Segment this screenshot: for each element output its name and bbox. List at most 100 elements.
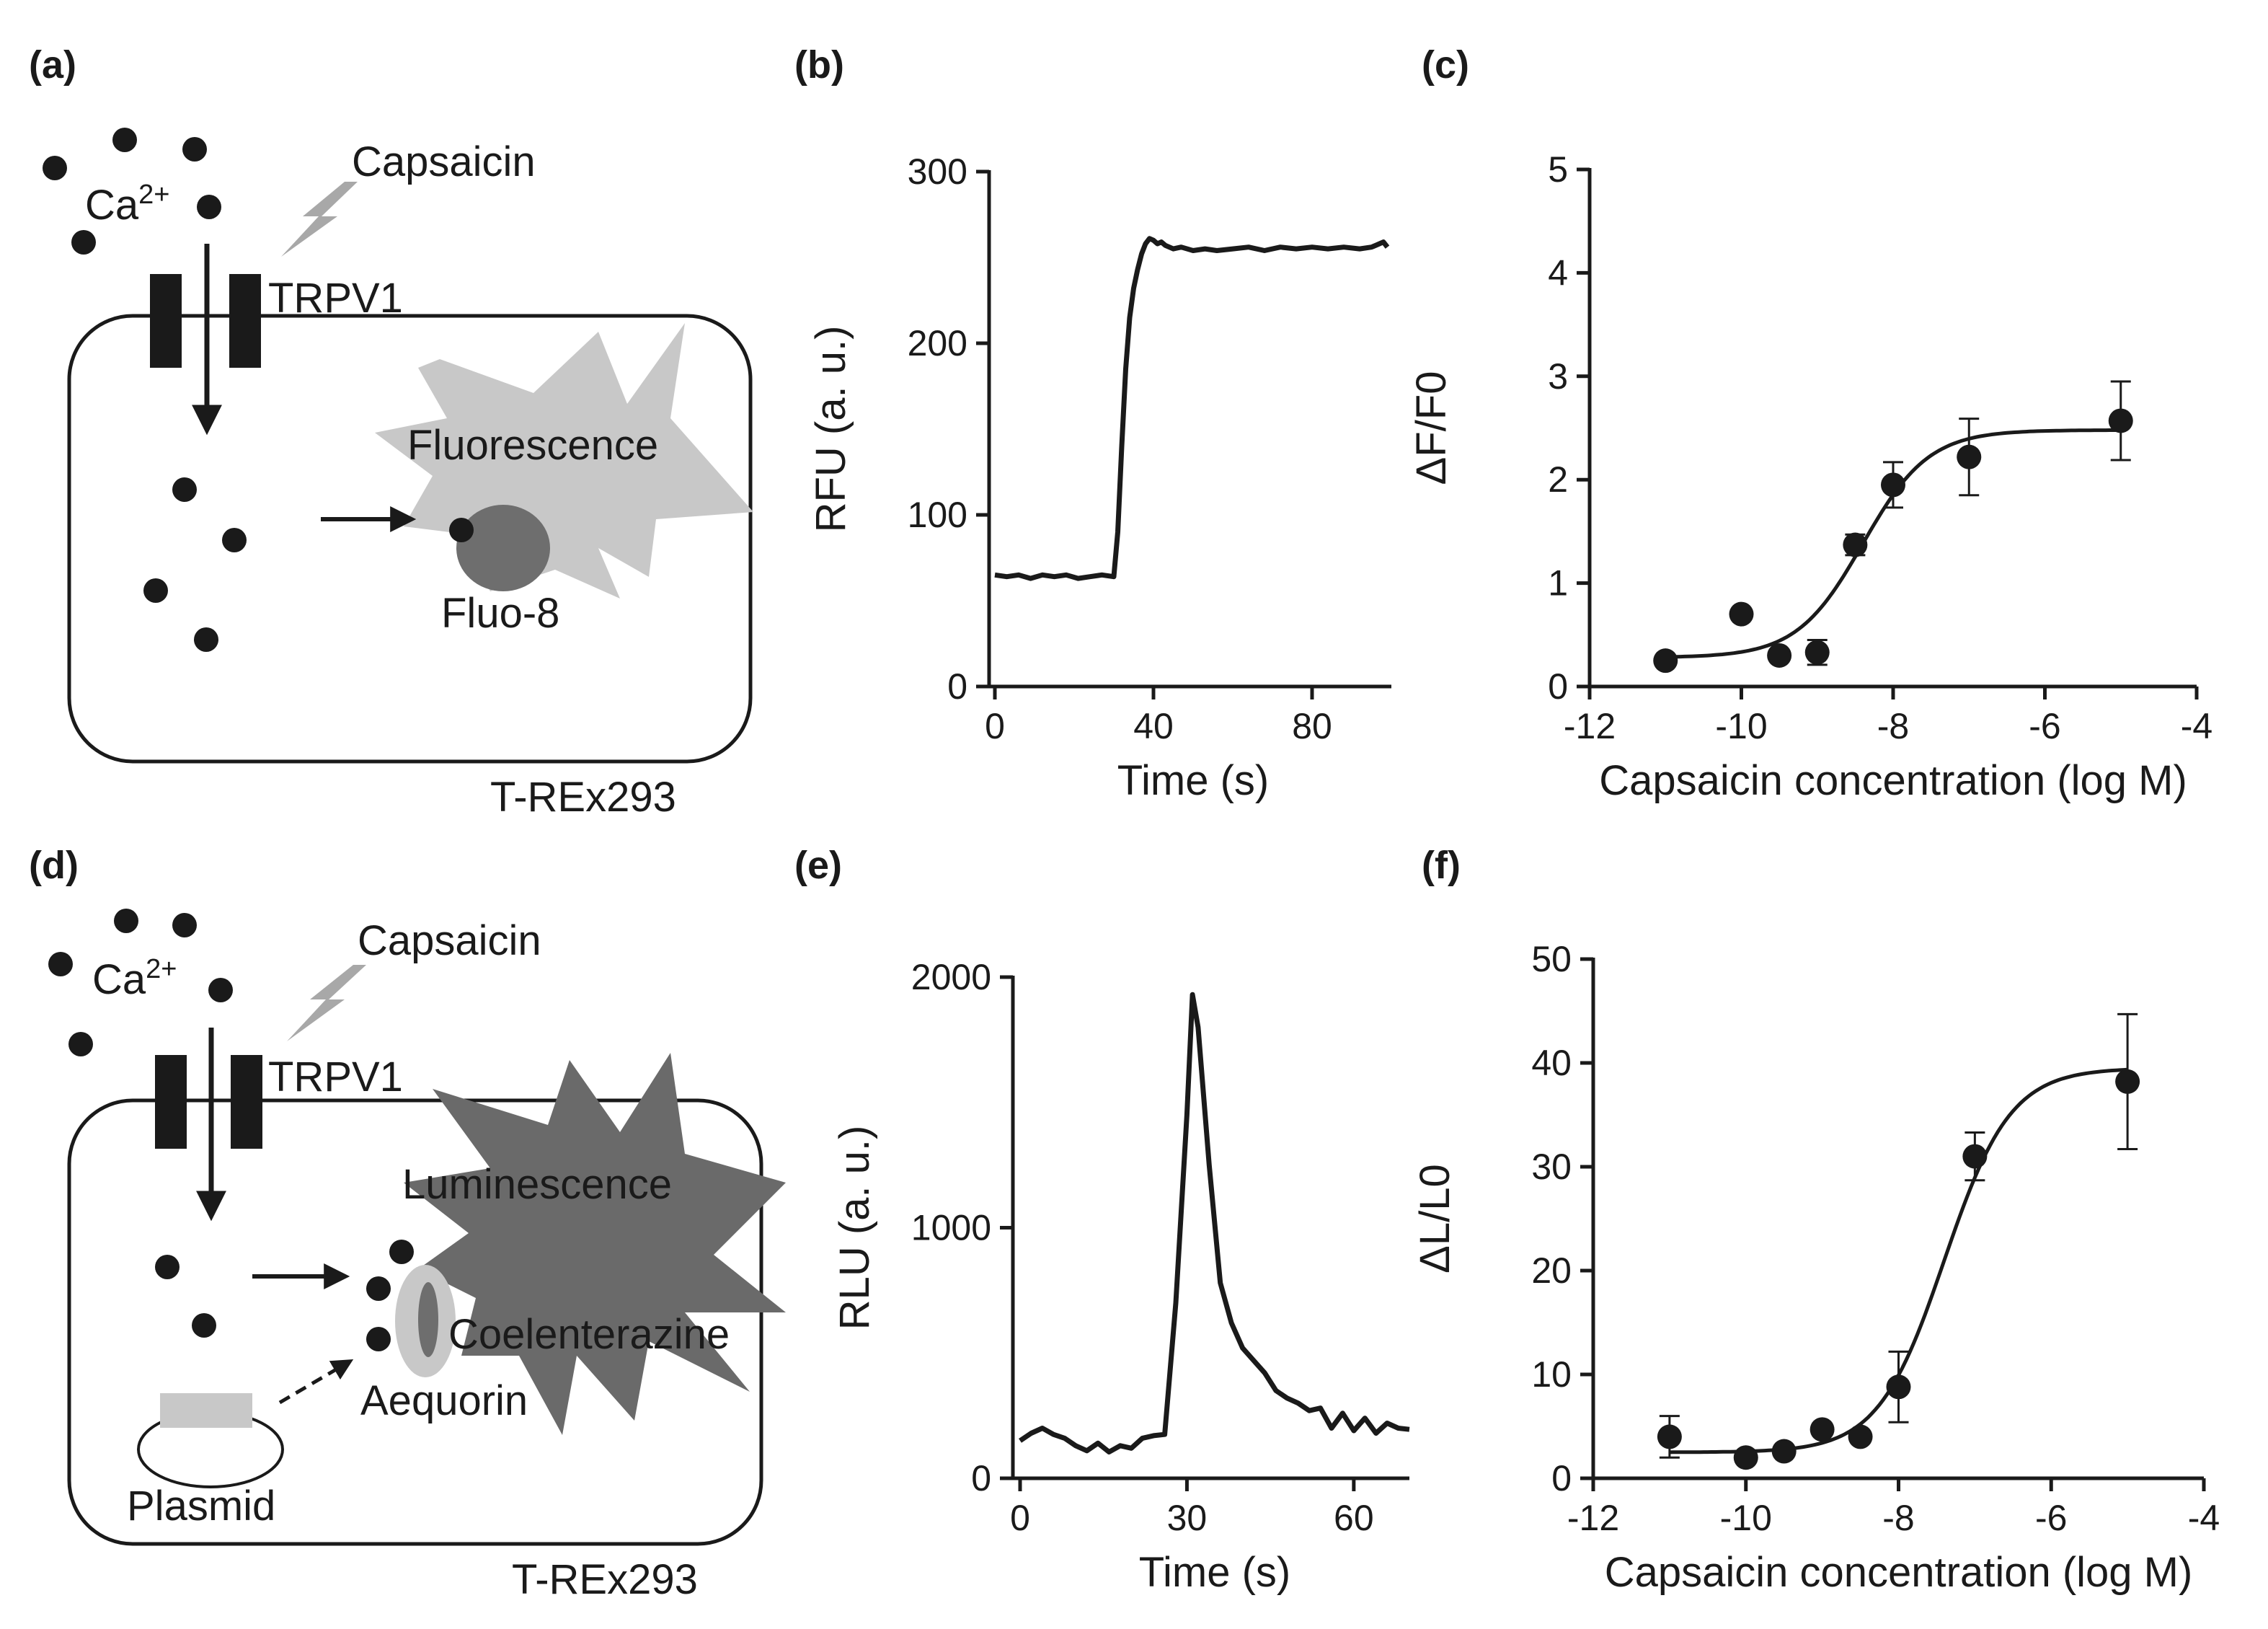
calcium-ion-dot [366,1276,391,1301]
calcium-ion-dot [43,156,67,180]
coelenterazine-molecule [418,1282,438,1357]
channel-label: TRPV1 [268,275,403,322]
data-point [1848,1424,1873,1449]
x-tick-label: 60 [1334,1498,1374,1538]
data-point [1962,1144,1988,1169]
x-tick-label: -8 [1882,1498,1914,1538]
calcium-ion-dot [449,518,474,542]
calcium-ions-outside [43,128,221,255]
data-point [1767,643,1792,668]
calcium-ion-dot [192,1313,216,1338]
x-tick-label: 80 [1292,706,1332,746]
calcium-ion-dot [48,952,73,976]
panel-d-schematic: (d) Ca2+ Capsaicin TRPV1 Luminescence [29,844,786,1603]
calcium-ions-inside [155,1255,216,1338]
calcium-ion-dot [197,195,221,219]
x-axis-label: Time (s) [1139,1549,1290,1596]
data-point [1843,532,1868,557]
data-point [1809,1417,1835,1442]
calcium-ion-dot [172,477,197,502]
cell-membrane [67,1098,763,1546]
calcium-ion-dot [389,1240,414,1264]
y-tick-label: 2000 [911,957,991,997]
x-axis-label: Capsaicin concentration (log M) [1599,757,2187,804]
calcium-ion-dot [182,137,207,162]
y-tick-label: 100 [908,495,967,535]
y-tick-label: 3 [1548,356,1568,397]
data-point [1653,648,1678,674]
plasmid-icon [137,1393,284,1488]
y-tick-label: 40 [1531,1043,1572,1083]
data-point [1881,472,1905,498]
y-tick-label: 5 [1548,149,1568,190]
data-point [1886,1374,1911,1400]
x-tick-label: -8 [1877,706,1909,746]
stimulus-label: Capsaicin [358,917,541,964]
panel-a-schematic: (a) Ca2+ Capsaicin TRPV1 Fluorescence [29,43,753,821]
lightning-bolt-icon [287,965,366,1041]
calcium-ions-outside [48,909,233,1056]
x-tick-label: -10 [1720,1498,1772,1538]
calcium-ion-dot [71,230,96,255]
data-point [1657,1424,1682,1449]
x-axis-label: Capsaicin concentration (log M) [1605,1549,2193,1596]
x-tick-label: -6 [2035,1498,2067,1538]
data-point [2108,408,2133,433]
panel-a-label: (a) [29,43,76,87]
calcium-ion-dot [143,578,168,603]
y-tick-label: 50 [1531,939,1572,979]
y-tick-label: 300 [908,151,967,192]
cell-line-label: T-REx293 [512,1556,698,1603]
chart-panel-f: 0 10 20 30 40 50 -12 -10 -8 -6 -4 Capsaicin concent… [1412,939,2220,1596]
y-tick-label: 2 [1548,459,1568,500]
calcium-ion-dot [114,909,138,933]
lightning-bolt-icon [281,182,358,257]
ion-label: Ca2+ [92,954,177,1003]
calcium-ion-dot [194,627,218,652]
calcium-ion-dot [68,1032,93,1056]
panel-d-label: (d) [29,844,79,887]
channel-label: TRPV1 [268,1054,403,1100]
data-point [1771,1439,1797,1464]
y-tick-label: 30 [1531,1147,1572,1187]
y-tick-label: 4 [1548,252,1568,293]
y-tick-label: 20 [1531,1250,1572,1291]
y-tick-label: 0 [947,666,967,707]
y-axis-label: RFU (a. u.) [807,326,854,533]
y-axis-label: RLU (a. u.) [831,1126,878,1330]
calcium-ion-dot [172,913,197,937]
calcium-ions-inside [143,477,247,652]
calcium-ion-dot [112,128,137,152]
y-tick-label: 10 [1531,1354,1572,1395]
stimulus-label: Capsaicin [352,138,536,185]
x-tick-label: -6 [2029,706,2060,746]
calcium-ion-dot [222,528,247,552]
signal-label: Luminescence [402,1161,672,1208]
x-tick-label: 40 [1133,706,1174,746]
x-tick-label: -10 [1715,706,1767,746]
x-axis-label: Time (s) [1117,757,1269,804]
y-tick-label: 0 [971,1458,991,1498]
vector-label: Plasmid [127,1483,275,1529]
panel-b-label: (b) [794,43,844,87]
data-point [1729,601,1754,627]
ion-channel [155,1055,262,1149]
chart-panel-b: 0 100 200 300 0 40 80 Time (s) RFU (a. u.) [807,151,1391,804]
substrate-label: Coelenterazine [448,1311,730,1358]
data-point [1733,1445,1758,1470]
y-tick-label: 200 [908,323,967,363]
calcium-ion-dot [208,978,233,1002]
y-axis-label: ΔL/L0 [1412,1164,1458,1273]
y-axis-label: ΔF/F0 [1408,371,1455,485]
y-tick-label: 0 [1548,666,1568,707]
x-tick-label: -4 [2188,1498,2220,1538]
x-tick-label: 0 [1010,1498,1030,1538]
ion-channel [150,274,261,368]
indicator-label: Fluo-8 [441,590,559,637]
panel-e-label: (e) [794,844,842,887]
cell-line-label: T-REx293 [490,774,676,821]
x-tick-label: -12 [1564,706,1616,746]
x-tick-label: -4 [2181,706,2212,746]
data-point [1957,444,1982,469]
y-tick-label: 1 [1548,563,1568,604]
